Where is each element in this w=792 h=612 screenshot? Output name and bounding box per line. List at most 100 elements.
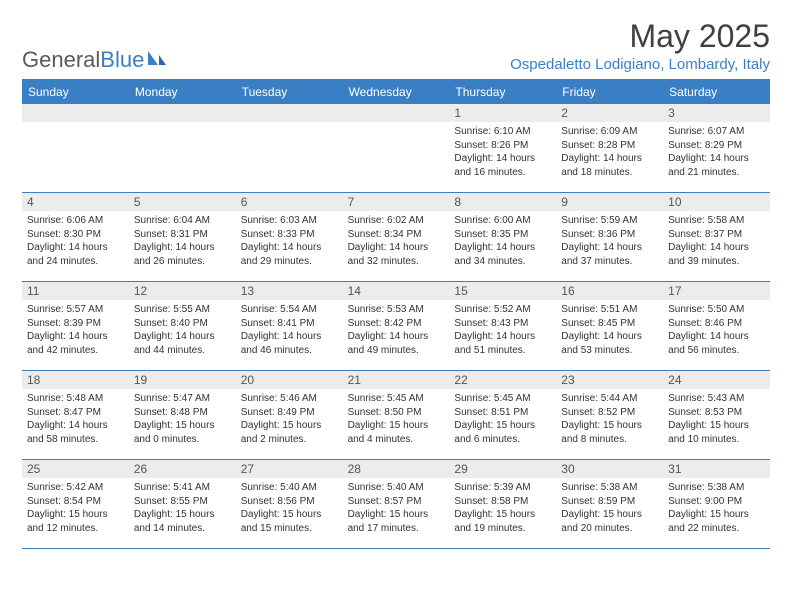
day-cell: 17Sunrise: 5:50 AMSunset: 8:46 PMDayligh… <box>663 282 770 370</box>
sunset-text: Sunset: 8:30 PM <box>27 228 124 242</box>
sunset-text: Sunset: 8:40 PM <box>134 317 231 331</box>
day-cell: 13Sunrise: 5:54 AMSunset: 8:41 PMDayligh… <box>236 282 343 370</box>
weeks-container: 1Sunrise: 6:10 AMSunset: 8:26 PMDaylight… <box>22 104 770 549</box>
sunrise-text: Sunrise: 5:42 AM <box>27 481 124 495</box>
daylight-text: Daylight: 14 hours and 24 minutes. <box>27 241 124 268</box>
day-details: Sunrise: 6:03 AMSunset: 8:33 PMDaylight:… <box>236 211 343 273</box>
sunset-text: Sunset: 9:00 PM <box>668 495 765 509</box>
day-details: Sunrise: 5:54 AMSunset: 8:41 PMDaylight:… <box>236 300 343 362</box>
day-details: Sunrise: 5:58 AMSunset: 8:37 PMDaylight:… <box>663 211 770 273</box>
sunset-text: Sunset: 8:49 PM <box>241 406 338 420</box>
sunrise-text: Sunrise: 5:58 AM <box>668 214 765 228</box>
daylight-text: Daylight: 14 hours and 51 minutes. <box>454 330 551 357</box>
day-cell: 22Sunrise: 5:45 AMSunset: 8:51 PMDayligh… <box>449 371 556 459</box>
sunrise-text: Sunrise: 5:48 AM <box>27 392 124 406</box>
sunrise-text: Sunrise: 5:38 AM <box>668 481 765 495</box>
sunrise-text: Sunrise: 5:41 AM <box>134 481 231 495</box>
day-number: 20 <box>236 371 343 389</box>
day-details: Sunrise: 6:09 AMSunset: 8:28 PMDaylight:… <box>556 122 663 184</box>
day-details: Sunrise: 5:57 AMSunset: 8:39 PMDaylight:… <box>22 300 129 362</box>
day-cell: 25Sunrise: 5:42 AMSunset: 8:54 PMDayligh… <box>22 460 129 548</box>
day-number: 19 <box>129 371 236 389</box>
day-cell: 23Sunrise: 5:44 AMSunset: 8:52 PMDayligh… <box>556 371 663 459</box>
week-row: 18Sunrise: 5:48 AMSunset: 8:47 PMDayligh… <box>22 371 770 460</box>
daylight-text: Daylight: 14 hours and 42 minutes. <box>27 330 124 357</box>
day-cell: 12Sunrise: 5:55 AMSunset: 8:40 PMDayligh… <box>129 282 236 370</box>
sunset-text: Sunset: 8:54 PM <box>27 495 124 509</box>
day-cell: 15Sunrise: 5:52 AMSunset: 8:43 PMDayligh… <box>449 282 556 370</box>
week-row: 11Sunrise: 5:57 AMSunset: 8:39 PMDayligh… <box>22 282 770 371</box>
day-cell: 20Sunrise: 5:46 AMSunset: 8:49 PMDayligh… <box>236 371 343 459</box>
day-number: 7 <box>343 193 450 211</box>
sunset-text: Sunset: 8:55 PM <box>134 495 231 509</box>
daylight-text: Daylight: 14 hours and 21 minutes. <box>668 152 765 179</box>
daylight-text: Daylight: 15 hours and 8 minutes. <box>561 419 658 446</box>
sunrise-text: Sunrise: 5:40 AM <box>348 481 445 495</box>
sunrise-text: Sunrise: 6:10 AM <box>454 125 551 139</box>
day-cell: 31Sunrise: 5:38 AMSunset: 9:00 PMDayligh… <box>663 460 770 548</box>
page-header: GeneralBlue May 2025 Ospedaletto Lodigia… <box>22 18 770 73</box>
daylight-text: Daylight: 14 hours and 16 minutes. <box>454 152 551 179</box>
day-details: Sunrise: 5:40 AMSunset: 8:57 PMDaylight:… <box>343 478 450 540</box>
daylight-text: Daylight: 14 hours and 49 minutes. <box>348 330 445 357</box>
day-number: 10 <box>663 193 770 211</box>
day-cell: 8Sunrise: 6:00 AMSunset: 8:35 PMDaylight… <box>449 193 556 281</box>
daylight-text: Daylight: 14 hours and 34 minutes. <box>454 241 551 268</box>
day-cell: 2Sunrise: 6:09 AMSunset: 8:28 PMDaylight… <box>556 104 663 192</box>
day-number <box>343 104 450 122</box>
sunrise-text: Sunrise: 6:02 AM <box>348 214 445 228</box>
sunset-text: Sunset: 8:36 PM <box>561 228 658 242</box>
sunrise-text: Sunrise: 6:00 AM <box>454 214 551 228</box>
day-number: 6 <box>236 193 343 211</box>
day-cell: 27Sunrise: 5:40 AMSunset: 8:56 PMDayligh… <box>236 460 343 548</box>
daylight-text: Daylight: 15 hours and 6 minutes. <box>454 419 551 446</box>
weekday-header: Saturday <box>663 80 770 104</box>
day-details: Sunrise: 6:07 AMSunset: 8:29 PMDaylight:… <box>663 122 770 184</box>
day-number: 18 <box>22 371 129 389</box>
logo-text-left: General <box>22 47 100 73</box>
day-number: 8 <box>449 193 556 211</box>
weekday-header-row: Sunday Monday Tuesday Wednesday Thursday… <box>22 80 770 104</box>
day-cell: 21Sunrise: 5:45 AMSunset: 8:50 PMDayligh… <box>343 371 450 459</box>
sunset-text: Sunset: 8:46 PM <box>668 317 765 331</box>
sunset-text: Sunset: 8:59 PM <box>561 495 658 509</box>
day-cell: 11Sunrise: 5:57 AMSunset: 8:39 PMDayligh… <box>22 282 129 370</box>
day-details: Sunrise: 5:47 AMSunset: 8:48 PMDaylight:… <box>129 389 236 451</box>
day-details: Sunrise: 5:50 AMSunset: 8:46 PMDaylight:… <box>663 300 770 362</box>
daylight-text: Daylight: 15 hours and 0 minutes. <box>134 419 231 446</box>
sunrise-text: Sunrise: 5:53 AM <box>348 303 445 317</box>
day-cell: 5Sunrise: 6:04 AMSunset: 8:31 PMDaylight… <box>129 193 236 281</box>
sunrise-text: Sunrise: 6:06 AM <box>27 214 124 228</box>
day-cell: 19Sunrise: 5:47 AMSunset: 8:48 PMDayligh… <box>129 371 236 459</box>
day-cell: 3Sunrise: 6:07 AMSunset: 8:29 PMDaylight… <box>663 104 770 192</box>
day-cell: 14Sunrise: 5:53 AMSunset: 8:42 PMDayligh… <box>343 282 450 370</box>
daylight-text: Daylight: 15 hours and 2 minutes. <box>241 419 338 446</box>
sunrise-text: Sunrise: 6:04 AM <box>134 214 231 228</box>
sunrise-text: Sunrise: 5:50 AM <box>668 303 765 317</box>
day-details: Sunrise: 5:46 AMSunset: 8:49 PMDaylight:… <box>236 389 343 451</box>
day-cell: 10Sunrise: 5:58 AMSunset: 8:37 PMDayligh… <box>663 193 770 281</box>
day-number: 13 <box>236 282 343 300</box>
day-number: 11 <box>22 282 129 300</box>
day-number: 5 <box>129 193 236 211</box>
sunrise-text: Sunrise: 5:45 AM <box>348 392 445 406</box>
sunset-text: Sunset: 8:50 PM <box>348 406 445 420</box>
day-details: Sunrise: 5:44 AMSunset: 8:52 PMDaylight:… <box>556 389 663 451</box>
day-cell: 18Sunrise: 5:48 AMSunset: 8:47 PMDayligh… <box>22 371 129 459</box>
sunset-text: Sunset: 8:57 PM <box>348 495 445 509</box>
day-details: Sunrise: 5:52 AMSunset: 8:43 PMDaylight:… <box>449 300 556 362</box>
sunrise-text: Sunrise: 5:51 AM <box>561 303 658 317</box>
sunrise-text: Sunrise: 5:52 AM <box>454 303 551 317</box>
day-details: Sunrise: 6:04 AMSunset: 8:31 PMDaylight:… <box>129 211 236 273</box>
sunrise-text: Sunrise: 5:55 AM <box>134 303 231 317</box>
sunrise-text: Sunrise: 5:46 AM <box>241 392 338 406</box>
day-cell <box>22 104 129 192</box>
daylight-text: Daylight: 14 hours and 46 minutes. <box>241 330 338 357</box>
sunrise-text: Sunrise: 5:40 AM <box>241 481 338 495</box>
daylight-text: Daylight: 14 hours and 56 minutes. <box>668 330 765 357</box>
day-details: Sunrise: 5:41 AMSunset: 8:55 PMDaylight:… <box>129 478 236 540</box>
sunset-text: Sunset: 8:39 PM <box>27 317 124 331</box>
day-cell: 9Sunrise: 5:59 AMSunset: 8:36 PMDaylight… <box>556 193 663 281</box>
sunrise-text: Sunrise: 5:39 AM <box>454 481 551 495</box>
day-cell: 28Sunrise: 5:40 AMSunset: 8:57 PMDayligh… <box>343 460 450 548</box>
